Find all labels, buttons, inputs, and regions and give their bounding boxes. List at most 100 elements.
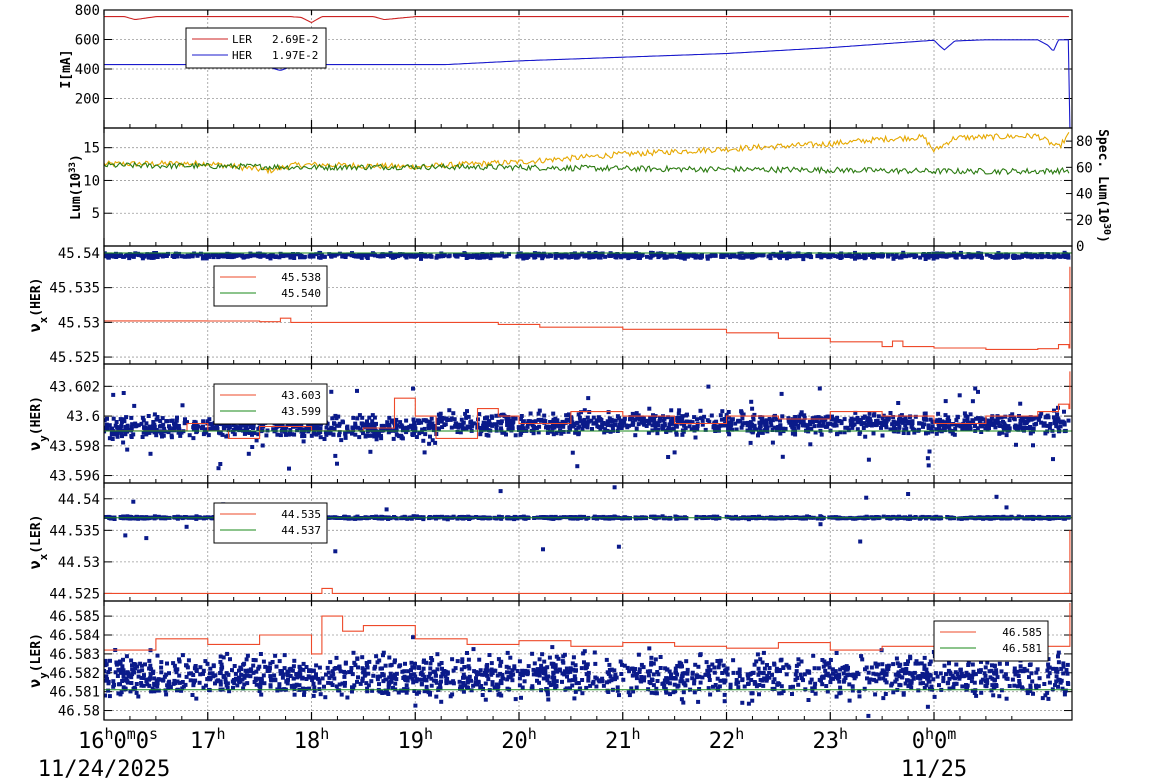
- data-point: [413, 674, 418, 679]
- data-point: [751, 417, 756, 422]
- data-point: [391, 436, 396, 441]
- data-point: [901, 253, 906, 258]
- data-point: [251, 658, 256, 662]
- data-point: [337, 433, 342, 438]
- data-point: [201, 671, 205, 676]
- data-point: [698, 255, 703, 260]
- data-point: [504, 664, 509, 669]
- data-point: [1025, 691, 1030, 696]
- data-point: [427, 515, 432, 520]
- y-axis-label: νx(LER): [26, 515, 50, 570]
- data-point: [693, 662, 698, 667]
- data-point: [827, 665, 832, 670]
- data-point: [725, 423, 730, 428]
- data-point: [351, 415, 356, 420]
- data-point: [706, 672, 711, 676]
- data-point: [787, 255, 792, 259]
- data-point: [395, 423, 400, 428]
- data-point: [778, 255, 782, 260]
- data-point: [160, 434, 164, 439]
- data-point: [575, 464, 580, 469]
- data-point: [838, 430, 843, 435]
- data-point: [540, 652, 545, 657]
- data-point: [681, 681, 686, 686]
- data-point: [979, 424, 984, 429]
- data-point: [210, 422, 215, 427]
- data-point: [994, 668, 999, 673]
- data-point: [900, 675, 905, 680]
- data-point: [500, 675, 505, 680]
- data-point: [1006, 424, 1011, 429]
- data-point: [301, 667, 306, 672]
- data-point: [761, 420, 766, 425]
- data-point: [679, 419, 683, 424]
- data-point: [218, 462, 223, 466]
- data-point: [197, 680, 202, 685]
- data-point: [876, 414, 881, 419]
- data-point: [603, 254, 608, 259]
- data-point: [247, 431, 252, 435]
- data-point: [912, 252, 917, 257]
- data-point: [394, 417, 399, 422]
- data-point: [179, 688, 184, 693]
- data-point: [492, 685, 497, 690]
- data-point: [838, 667, 843, 672]
- data-point: [581, 424, 586, 429]
- data-point: [769, 423, 774, 428]
- data-point: [692, 415, 697, 420]
- data-point: [734, 514, 738, 519]
- data-point: [409, 668, 413, 673]
- data-point: [397, 434, 402, 439]
- data-point: [114, 251, 118, 256]
- data-point: [455, 659, 460, 664]
- data-point: [805, 423, 810, 428]
- data-point: [400, 252, 405, 257]
- data-point: [230, 429, 235, 434]
- y-tick-label: 45.54: [58, 246, 100, 262]
- data-point: [690, 420, 695, 425]
- data-point: [120, 666, 125, 671]
- y-axis-label: I[mA]: [59, 49, 74, 88]
- data-point: [552, 675, 557, 680]
- data-point: [110, 437, 115, 441]
- data-point: [801, 419, 805, 424]
- data-point: [311, 424, 316, 429]
- data-point: [1034, 685, 1039, 690]
- data-point: [836, 254, 841, 259]
- data-point: [826, 421, 830, 426]
- data-point: [142, 425, 146, 430]
- data-point: [1035, 667, 1040, 672]
- data-point: [438, 411, 443, 416]
- data-point: [379, 436, 384, 441]
- data-point: [390, 254, 395, 258]
- data-point: [501, 412, 506, 417]
- data-point: [363, 425, 368, 430]
- data-point: [426, 423, 431, 428]
- data-point: [357, 435, 362, 440]
- data-point: [499, 419, 504, 424]
- data-point: [185, 253, 190, 258]
- data-point: [512, 664, 517, 669]
- data-point: [971, 669, 976, 674]
- data-point: [720, 409, 725, 414]
- data-point: [650, 428, 655, 433]
- data-point: [810, 420, 815, 424]
- data-point: [881, 253, 886, 258]
- data-point: [647, 406, 652, 411]
- data-point: [992, 421, 997, 426]
- data-point: [855, 427, 860, 432]
- data-point: [960, 516, 965, 521]
- y-axis-title: I[mA]: [59, 49, 74, 88]
- y-axis-title-subscript: x: [37, 553, 50, 560]
- data-point: [451, 668, 456, 673]
- data-point: [346, 252, 351, 257]
- data-point: [802, 415, 807, 420]
- data-point: [207, 421, 212, 426]
- data-point: [292, 692, 297, 697]
- y2-axis-title-text: ): [1095, 235, 1110, 243]
- data-point: [767, 675, 772, 680]
- data-point: [136, 423, 141, 428]
- data-point: [544, 425, 548, 430]
- data-point: [445, 517, 450, 522]
- data-point: [615, 688, 620, 693]
